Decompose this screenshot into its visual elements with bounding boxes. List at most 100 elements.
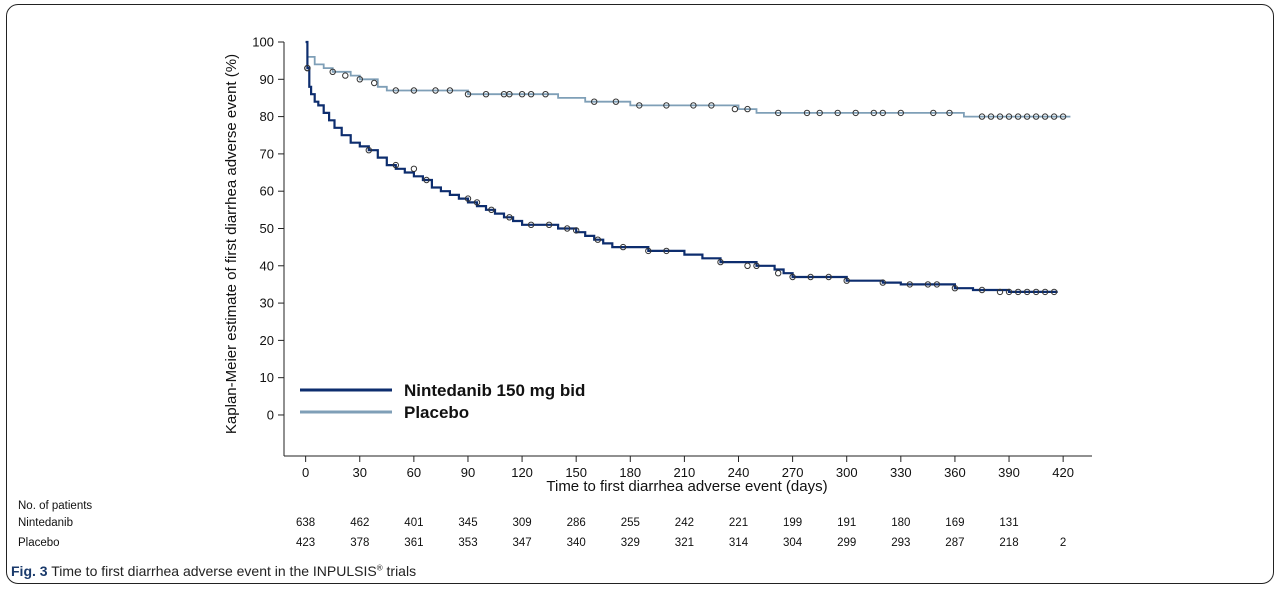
censor-mark-placebo: [834, 109, 841, 117]
x-tick-label: 420: [1052, 465, 1074, 480]
censor-mark-nintedanib: [753, 262, 760, 269]
legend-label-placebo: Placebo: [404, 403, 469, 422]
censor-mark-placebo: [542, 91, 549, 98]
censor-mark-nintedanib: [663, 247, 670, 255]
risk-value-nintedanib: 345: [458, 517, 477, 529]
censor-mark-placebo: [591, 98, 598, 105]
censor-mark-placebo: [636, 102, 643, 109]
censor-mark-nintedanib: [423, 176, 430, 184]
series-layer: [304, 40, 1071, 296]
figure-caption: Fig. 3 Time to first diarrhea adverse ev…: [11, 563, 416, 579]
risk-value-placebo: 321: [675, 537, 694, 549]
risk-row-label-placebo: Placebo: [18, 537, 60, 549]
risk-value-placebo: 340: [567, 537, 586, 549]
censor-mark-nintedanib: [906, 281, 913, 288]
censor-mark-nintedanib: [365, 147, 372, 154]
risk-value-nintedanib: 401: [404, 517, 423, 529]
censor-mark-placebo: [464, 91, 472, 98]
x-tick-label: 90: [461, 465, 475, 480]
censor-mark-nintedanib: [825, 273, 832, 281]
censor-mark-nintedanib: [594, 236, 601, 243]
censor-mark-nintedanib: [392, 161, 399, 169]
risk-value-nintedanib: 131: [999, 517, 1018, 529]
risk-value-placebo: 378: [350, 537, 369, 549]
km-curve-placebo: [305, 41, 1071, 118]
censor-mark-placebo: [930, 109, 937, 117]
censor-mark-nintedanib: [1032, 288, 1040, 296]
censor-mark-placebo: [879, 109, 886, 117]
risk-value-nintedanib: 169: [945, 517, 964, 529]
risk-value-nintedanib: 180: [891, 517, 910, 529]
censor-mark-placebo: [342, 72, 349, 79]
x-tick-label: 390: [998, 465, 1020, 480]
censor-mark-placebo: [803, 109, 811, 117]
censor-mark-nintedanib: [573, 227, 580, 234]
censor-mark-nintedanib: [1014, 288, 1022, 296]
censor-mark-nintedanib: [978, 286, 986, 294]
censor-mark-placebo: [987, 113, 995, 120]
censor-mark-nintedanib: [304, 64, 311, 72]
risk-value-placebo: 287: [945, 537, 964, 549]
censor-mark-nintedanib: [464, 195, 472, 202]
censor-mark-placebo: [371, 79, 378, 87]
censor-mark-nintedanib: [775, 270, 782, 277]
risk-value-nintedanib: 286: [567, 517, 586, 529]
censor-mark-nintedanib: [924, 281, 932, 288]
risk-value-nintedanib: 221: [729, 517, 748, 529]
censor-mark-nintedanib: [807, 273, 814, 281]
x-tick-label: 60: [407, 465, 421, 480]
censor-mark-nintedanib: [410, 165, 418, 173]
censor-mark-nintedanib: [951, 285, 959, 292]
censor-mark-nintedanib: [527, 221, 535, 229]
risk-value-nintedanib: 638: [296, 517, 315, 529]
y-tick-label: 100: [252, 35, 274, 50]
censor-mark-placebo: [816, 109, 823, 117]
x-tick-label: 240: [728, 465, 750, 480]
censor-mark-placebo: [356, 76, 363, 83]
censor-mark-placebo: [329, 68, 336, 76]
risk-value-placebo: 293: [891, 537, 910, 549]
risk-value-placebo: 361: [404, 537, 423, 549]
y-tick-label: 40: [260, 258, 274, 273]
x-tick-label: 270: [782, 465, 804, 480]
km-curve-nintedanib: [305, 40, 1058, 293]
y-tick-label: 0: [267, 407, 274, 422]
x-tick-label: 180: [619, 465, 641, 480]
legend-label-nintedanib: Nintedanib 150 mg bid: [404, 381, 585, 400]
risk-value-nintedanib: 255: [621, 517, 640, 529]
y-tick-label: 50: [260, 221, 274, 236]
censor-mark-placebo: [482, 91, 490, 98]
risk-value-placebo: 314: [729, 537, 749, 549]
y-tick-label: 10: [260, 370, 274, 385]
y-axis: 0 10 20 30 40 50 60 70 80 90 100: [252, 35, 285, 456]
censor-mark-placebo: [432, 87, 439, 94]
censor-mark-placebo: [870, 109, 877, 117]
y-tick-label: 80: [260, 109, 274, 124]
censor-mark-placebo: [1023, 113, 1031, 120]
censor-mark-nintedanib: [1050, 288, 1058, 296]
risk-value-nintedanib: 199: [783, 517, 802, 529]
risk-value-placebo: 304: [783, 537, 803, 549]
censor-mark-nintedanib: [933, 281, 941, 288]
censor-mark-nintedanib: [545, 221, 553, 229]
censor-mark-placebo: [852, 109, 859, 117]
caption-label: Fig. 3: [11, 563, 48, 579]
censor-mark-placebo: [392, 87, 399, 94]
censor-mark-placebo: [978, 113, 986, 120]
censor-mark-nintedanib: [843, 277, 850, 284]
x-tick-label: 30: [353, 465, 367, 480]
censor-mark-placebo: [1050, 113, 1058, 120]
censor-mark-nintedanib: [619, 243, 627, 251]
risk-value-placebo: 299: [837, 537, 856, 549]
censor-mark-nintedanib: [564, 225, 571, 232]
censor-mark-nintedanib: [506, 214, 513, 221]
y-axis-title: Kaplan-Meier estimate of first diarrhea …: [223, 54, 240, 434]
y-tick-label: 60: [260, 184, 274, 199]
caption-text-end: trials: [382, 563, 417, 579]
x-axis-title: Time to first diarrhea adverse event (da…: [546, 478, 827, 495]
censor-mark-nintedanib: [717, 258, 724, 266]
censor-mark-placebo: [690, 102, 697, 109]
censor-mark-placebo: [446, 87, 454, 94]
risk-value-nintedanib: 191: [837, 517, 856, 529]
caption-registered-mark: ®: [376, 563, 383, 573]
